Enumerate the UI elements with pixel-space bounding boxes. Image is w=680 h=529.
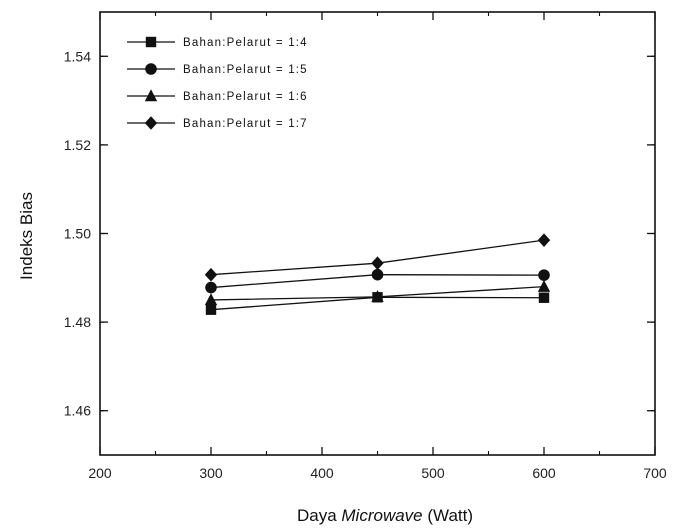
legend-label: Bahan:Pelarut = 1:7: [183, 118, 308, 130]
y-axis-title: Indeks Bias: [17, 192, 36, 280]
x-axis-title-prefix: Daya: [297, 506, 341, 525]
series-group: [204, 233, 551, 315]
y-tick-label: 1.52: [64, 137, 91, 153]
x-tick-label: 300: [199, 465, 223, 481]
x-tick-label: 600: [532, 465, 556, 481]
y-tick-label: 1.48: [64, 314, 91, 330]
data-point: [371, 256, 384, 270]
legend-marker: [145, 63, 157, 75]
y-tick-label: 1.46: [64, 403, 91, 419]
legend: Bahan:Pelarut = 1:4 Bahan:Pelarut = 1:5 Ba…: [127, 36, 308, 130]
x-tick-label: 500: [421, 465, 445, 481]
data-point: [371, 290, 384, 303]
axis-ticks: 200 300 400 500 600 700 1.46 1.48 1.50 1.52 1.54: [64, 12, 667, 481]
data-point: [371, 268, 384, 281]
legend-label: Bahan:Pelarut = 1:4: [183, 37, 308, 49]
legend-marker: [144, 116, 158, 130]
data-point: [204, 267, 218, 282]
legend-marker: [144, 89, 158, 102]
data-point: [204, 293, 218, 306]
data-point: [537, 233, 551, 247]
data-point: [205, 304, 217, 315]
x-tick-label: 200: [88, 465, 112, 481]
x-tick-label: 700: [643, 465, 667, 481]
legend-label: Bahan:Pelarut = 1:5: [183, 64, 308, 76]
data-point: [537, 279, 551, 292]
data-point: [538, 292, 550, 303]
data-point: [538, 269, 550, 281]
x-axis-title: Daya Microwave (Watt): [297, 506, 473, 525]
x-axis-title-italic: Microwave: [341, 506, 422, 525]
plot-frame: [99, 11, 656, 456]
legend-label: Bahan:Pelarut = 1:6: [183, 91, 308, 103]
x-tick-label: 400: [310, 465, 334, 481]
legend-marker: [145, 36, 157, 48]
y-tick-label: 1.50: [64, 226, 91, 242]
data-point: [205, 281, 217, 294]
y-tick-label: 1.54: [64, 48, 91, 64]
x-axis-title-suffix: (Watt): [423, 506, 473, 525]
